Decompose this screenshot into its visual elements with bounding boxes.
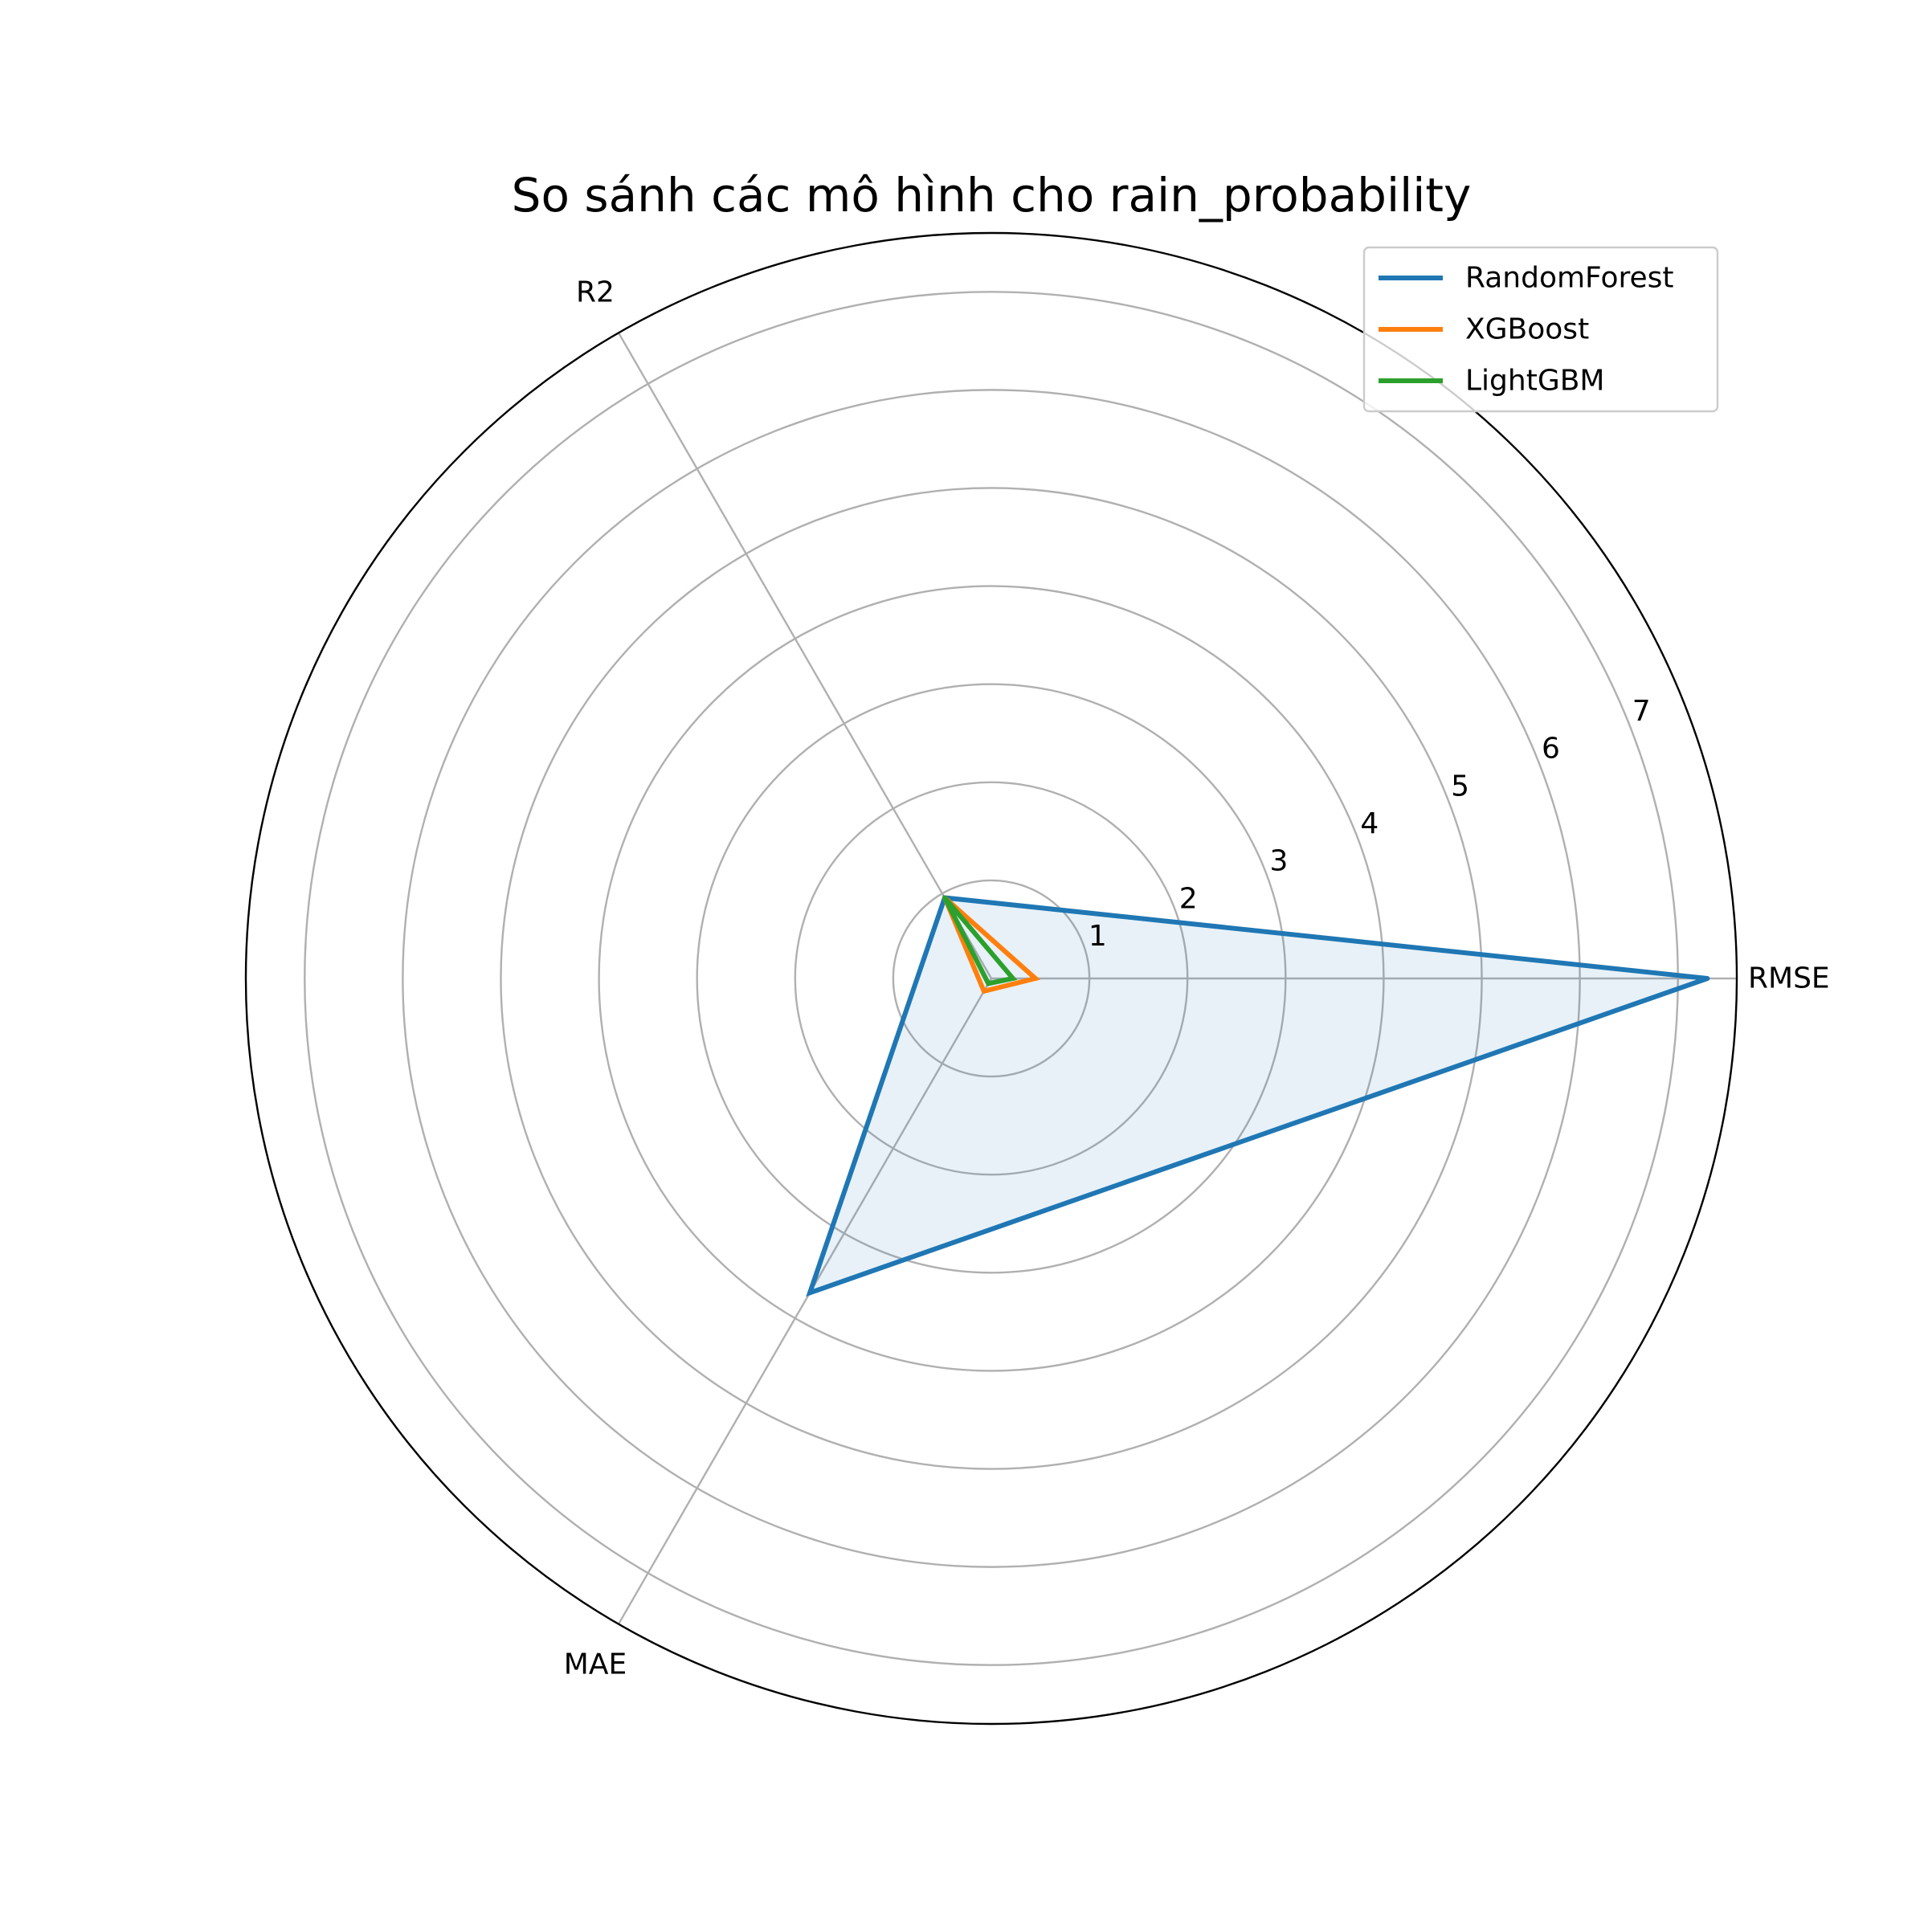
series-fill-randomforest	[810, 897, 1708, 1293]
r-tick-label: 1	[1089, 920, 1107, 953]
r-tick-label: 5	[1451, 770, 1469, 803]
axis-label-mae: MAE	[564, 1648, 627, 1681]
legend: RandomForest XGBoost LightGBM	[1362, 246, 1719, 413]
series-line-lightgbm	[942, 896, 1018, 986]
series-line-randomforest	[806, 895, 1709, 1297]
axis-label-r2: R2	[576, 276, 615, 309]
data-point-lightgbm-rmse	[1010, 976, 1015, 981]
axis-labels: 1 2 3 4 5 6 7 RMSE R2 MAE	[564, 276, 1830, 1681]
spoke-r2	[617, 332, 993, 979]
data-point-randomforest-rmse	[1705, 976, 1710, 981]
data-point-xgboost-mae	[981, 988, 986, 994]
data-point-randomforest-mae	[807, 1290, 813, 1296]
data-point-xgboost-rmse	[1032, 976, 1038, 981]
data-point-lightgbm-r2	[942, 895, 947, 901]
r-tick-label: 6	[1542, 733, 1560, 766]
legend-label-randomforest: RandomForest	[1465, 262, 1674, 295]
series-layer	[806, 895, 1710, 1297]
r-tick-label: 2	[1179, 882, 1198, 915]
r-tick-label: 7	[1632, 695, 1651, 728]
series-line-xgboost	[942, 896, 1041, 995]
chart-title: So sánh các mô hình cho rain_probability	[512, 168, 1472, 223]
polar-frame	[244, 231, 1738, 1726]
r-tick-label: 3	[1270, 845, 1289, 878]
r-tick-label: 4	[1360, 807, 1379, 840]
legend-label-xgboost: XGBoost	[1465, 313, 1589, 346]
spoke-mae	[617, 978, 993, 1625]
legend-box	[1362, 246, 1719, 413]
axis-label-rmse: RMSE	[1748, 962, 1830, 995]
legend-label-lightgbm: LightGBM	[1465, 365, 1605, 398]
radar-grid	[244, 231, 1738, 1726]
data-point-lightgbm-mae	[986, 981, 991, 986]
